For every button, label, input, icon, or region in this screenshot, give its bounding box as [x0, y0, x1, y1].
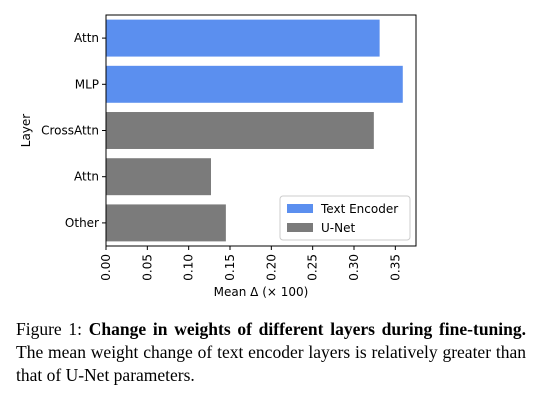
caption-title: Change in weights of different layers du…: [88, 319, 527, 339]
legend-label-u-net: U-Net: [321, 221, 355, 235]
legend-swatch-u-net: [287, 223, 313, 232]
x-tick-label: 0.10: [182, 254, 196, 281]
caption-body: The mean weight change of text encoder l…: [16, 342, 526, 385]
x-tick-label: 0.30: [347, 254, 361, 281]
bar-5-other: [106, 204, 226, 242]
legend-swatch-text-encoder: [287, 204, 313, 213]
x-tick-label: 0.35: [388, 254, 402, 281]
figure-caption: Figure 1: Change in weights of different…: [16, 318, 526, 387]
y-tick-label: CrossAttn: [41, 124, 99, 138]
x-tick-label: 0.15: [223, 254, 237, 281]
x-tick-label: 0.00: [99, 254, 113, 281]
legend: Text Encoder U-Net: [279, 195, 411, 241]
legend-label-text-encoder: Text Encoder: [320, 202, 398, 216]
x-axis-label: Mean Δ (× 100): [214, 285, 309, 299]
x-tick-label: 0.20: [264, 254, 278, 281]
bar-2-mlp: [106, 65, 403, 103]
caption-label: Figure 1:: [16, 319, 83, 339]
x-tick-label: 0.05: [140, 254, 154, 281]
bar-3-crossattn: [106, 112, 374, 149]
y-tick-label: MLP: [75, 77, 99, 91]
bar-4-attn: [106, 158, 211, 196]
y-tick-label: Other: [65, 216, 99, 230]
plot-frame: [105, 14, 417, 247]
y-tick-label: Attn: [74, 170, 99, 184]
y-tick-label: Attn: [74, 31, 99, 45]
y-axis-label: Layer: [19, 114, 33, 148]
bar-chart: Attn MLP CrossAttn Attn Other 0.00 0.05 0.10 0.…: [19, 14, 417, 299]
x-tick-label: 0.25: [306, 254, 320, 281]
bar-1-attn: [106, 19, 380, 57]
